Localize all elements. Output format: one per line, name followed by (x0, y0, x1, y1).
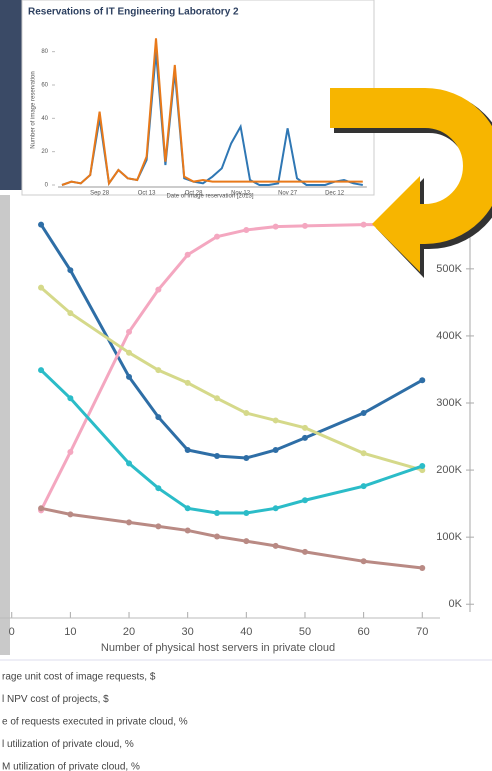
point (67, 395, 73, 401)
x-tick-label: 0 (9, 626, 15, 638)
point (185, 252, 191, 258)
point (419, 377, 425, 383)
point (214, 510, 220, 516)
point (214, 395, 220, 401)
point (273, 447, 279, 453)
x-tick-label: Nov 12 (231, 191, 251, 197)
point (302, 549, 308, 555)
legend-entry: M utilization of private cloud, % (2, 762, 140, 771)
point (302, 497, 308, 503)
point (67, 310, 73, 316)
point (214, 234, 220, 240)
y2-tick-label: 500K (436, 263, 462, 275)
y-tick-label: 60 (41, 83, 48, 89)
point (126, 374, 132, 380)
point (243, 538, 249, 544)
legend-entry: l NPV cost of projects, $ (2, 694, 109, 705)
photo-strip (0, 195, 10, 655)
point (38, 367, 44, 373)
point (155, 287, 161, 293)
point (302, 435, 308, 441)
point (302, 223, 308, 229)
x-tick-label: Dec 12 (325, 191, 345, 197)
photo-strip (0, 0, 22, 190)
point (38, 285, 44, 291)
point (361, 222, 367, 228)
point (126, 350, 132, 356)
point (155, 414, 161, 420)
x-axis-label: Number of physical host servers in priva… (101, 642, 335, 654)
inset-panel (22, 0, 374, 195)
point (126, 519, 132, 525)
point (243, 455, 249, 461)
point (273, 505, 279, 511)
point (214, 533, 220, 539)
point (361, 483, 367, 489)
x-tick-label: 60 (357, 626, 369, 638)
x-tick-label: Oct 28 (185, 191, 203, 197)
page: Reservations of IT Engineering Laborator… (0, 0, 492, 771)
y-tick-label: 40 (41, 116, 48, 122)
point (361, 450, 367, 456)
chart-title: Reservations of IT Engineering Laborator… (28, 7, 239, 18)
point (273, 543, 279, 549)
x-tick-label: 40 (240, 626, 252, 638)
x-tick-label: Sep 28 (90, 191, 110, 197)
legend-entry: l utilization of private cloud, % (2, 739, 134, 750)
y2-tick-label: 300K (436, 397, 462, 409)
point (185, 527, 191, 533)
point (419, 463, 425, 469)
x-tick-label: 20 (123, 626, 135, 638)
point (67, 267, 73, 273)
x-tick-label: Oct 13 (138, 191, 156, 197)
point (243, 510, 249, 516)
point (126, 460, 132, 466)
point (214, 453, 220, 459)
x-tick-label: 10 (64, 626, 76, 638)
point (243, 227, 249, 233)
x-tick-label: 50 (299, 626, 311, 638)
point (126, 329, 132, 335)
y-tick-label: 20 (41, 149, 48, 155)
y-axis-label: Number of image reservation (31, 71, 37, 148)
x-tick-label: 30 (182, 626, 194, 638)
y-tick-label: 80 (41, 49, 48, 55)
legend-entry: e of requests executed in private cloud,… (2, 717, 188, 728)
point (361, 410, 367, 416)
point (67, 511, 73, 517)
screenshot: Reservations of IT Engineering Laborator… (0, 0, 492, 771)
point (155, 485, 161, 491)
point (185, 505, 191, 511)
point (273, 417, 279, 423)
y2-tick-label: 100K (436, 531, 462, 543)
point (302, 425, 308, 431)
point (419, 565, 425, 571)
y2-tick-label: 200K (436, 464, 462, 476)
point (155, 523, 161, 529)
point (243, 410, 249, 416)
point (361, 558, 367, 564)
x-tick-label: Nov 27 (278, 191, 298, 197)
y2-tick-label: 400K (436, 330, 462, 342)
point (273, 224, 279, 230)
point (38, 505, 44, 511)
point (67, 449, 73, 455)
point (38, 222, 44, 228)
point (185, 380, 191, 386)
point (155, 367, 161, 373)
legend-entry: rage unit cost of image requests, $ (2, 672, 156, 683)
point (185, 447, 191, 453)
x-tick-label: 70 (416, 626, 428, 638)
y2-tick-label: 0K (449, 598, 463, 610)
